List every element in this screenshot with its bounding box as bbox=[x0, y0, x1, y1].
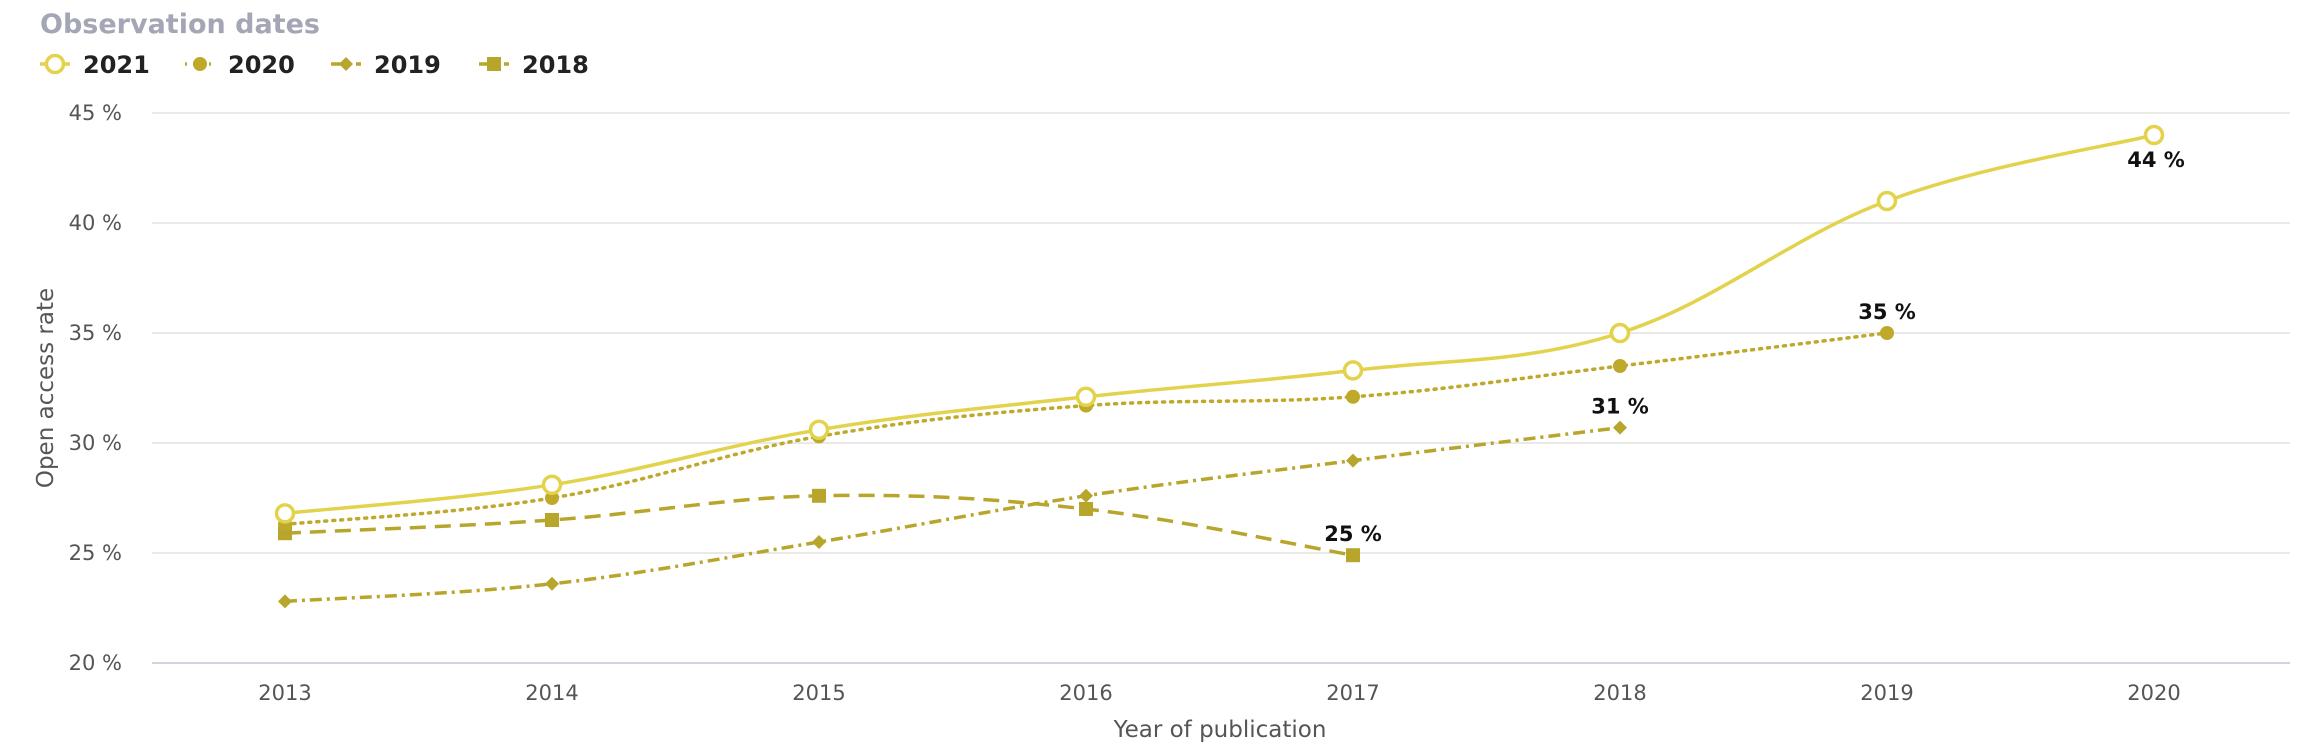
legend-label: 2019 bbox=[374, 51, 441, 79]
data-point-2020 bbox=[1613, 359, 1627, 373]
data-point-2021 bbox=[1075, 386, 1097, 408]
x-axis-title: Year of publication bbox=[1113, 717, 1327, 743]
data-point-2021 bbox=[1609, 322, 1631, 344]
x-tick-label: 2014 bbox=[525, 681, 578, 705]
data-point-2021 bbox=[808, 419, 830, 441]
x-tick-label: 2016 bbox=[1059, 681, 1112, 705]
data-label-2018: 25 % bbox=[1324, 522, 1382, 546]
data-point-2019 bbox=[545, 576, 559, 591]
data-point-2020 bbox=[1346, 389, 1360, 404]
data-point-2019 bbox=[812, 535, 826, 549]
y-axis-ticks: 20 % 25 % 30 % 35 % 40 % 45 % bbox=[69, 101, 122, 675]
data-label-2021: 44 % bbox=[2127, 148, 2185, 172]
data-labels: 25 % 31 % 35 % 44 % bbox=[1324, 148, 2185, 546]
legend: 2021 2020 2019 2018 bbox=[40, 51, 589, 79]
data-point-2020 bbox=[1880, 326, 1894, 340]
y-tick-label: 20 % bbox=[69, 651, 122, 675]
data-point-2019 bbox=[278, 594, 292, 609]
y-tick-label: 30 % bbox=[69, 431, 122, 455]
legend-marker-2018 bbox=[487, 57, 501, 71]
series-2021 bbox=[274, 124, 2165, 524]
legend-item-2018: 2018 bbox=[479, 51, 589, 79]
data-point-2018 bbox=[812, 488, 826, 503]
x-tick-label: 2015 bbox=[792, 681, 845, 705]
data-point-2020 bbox=[545, 491, 559, 505]
x-axis-ticks: 2013 2014 2015 2016 2017 2018 2019 2020 bbox=[258, 681, 2180, 705]
legend-marker-2019 bbox=[339, 57, 353, 71]
y-tick-label: 45 % bbox=[69, 101, 122, 125]
data-point-2019 bbox=[1613, 420, 1627, 435]
y-tick-label: 25 % bbox=[69, 541, 122, 565]
gridlines bbox=[152, 112, 2290, 664]
legend-item-2019: 2019 bbox=[331, 51, 441, 79]
x-tick-label: 2020 bbox=[2127, 681, 2180, 705]
y-axis-title: Open access rate bbox=[33, 288, 59, 488]
legend-title: Observation dates bbox=[40, 9, 320, 40]
data-label-2019: 31 % bbox=[1591, 395, 1649, 419]
series-2019 bbox=[278, 420, 1627, 609]
legend-label: 2021 bbox=[83, 51, 150, 79]
data-label-2020: 35 % bbox=[1858, 300, 1916, 324]
data-point-2018 bbox=[1079, 502, 1093, 516]
series-line-2021 bbox=[284, 133, 2155, 516]
data-point-2018 bbox=[545, 513, 559, 527]
x-tick-label: 2013 bbox=[258, 681, 311, 705]
series-layer bbox=[274, 124, 2165, 609]
series-line-2019 bbox=[284, 425, 1621, 604]
data-point-2019 bbox=[1079, 488, 1093, 503]
y-tick-label: 35 % bbox=[69, 321, 122, 345]
data-point-2021 bbox=[274, 503, 296, 524]
y-tick-label: 40 % bbox=[69, 211, 122, 235]
data-point-2021 bbox=[541, 474, 563, 496]
legend-marker-2020 bbox=[193, 57, 207, 71]
data-point-2021 bbox=[1876, 190, 1898, 212]
data-point-2019 bbox=[1346, 453, 1360, 468]
x-tick-label: 2019 bbox=[1860, 681, 1913, 705]
x-tick-label: 2018 bbox=[1593, 681, 1646, 705]
data-point-2018 bbox=[1346, 548, 1360, 563]
data-point-2021 bbox=[2143, 124, 2165, 146]
legend-item-2020: 2020 bbox=[185, 51, 295, 79]
legend-marker-2021 bbox=[44, 53, 66, 75]
legend-label: 2018 bbox=[522, 51, 589, 79]
legend-label: 2020 bbox=[228, 51, 295, 79]
data-point-2021 bbox=[1342, 360, 1364, 381]
x-tick-label: 2017 bbox=[1326, 681, 1379, 705]
legend-item-2021: 2021 bbox=[40, 51, 150, 79]
